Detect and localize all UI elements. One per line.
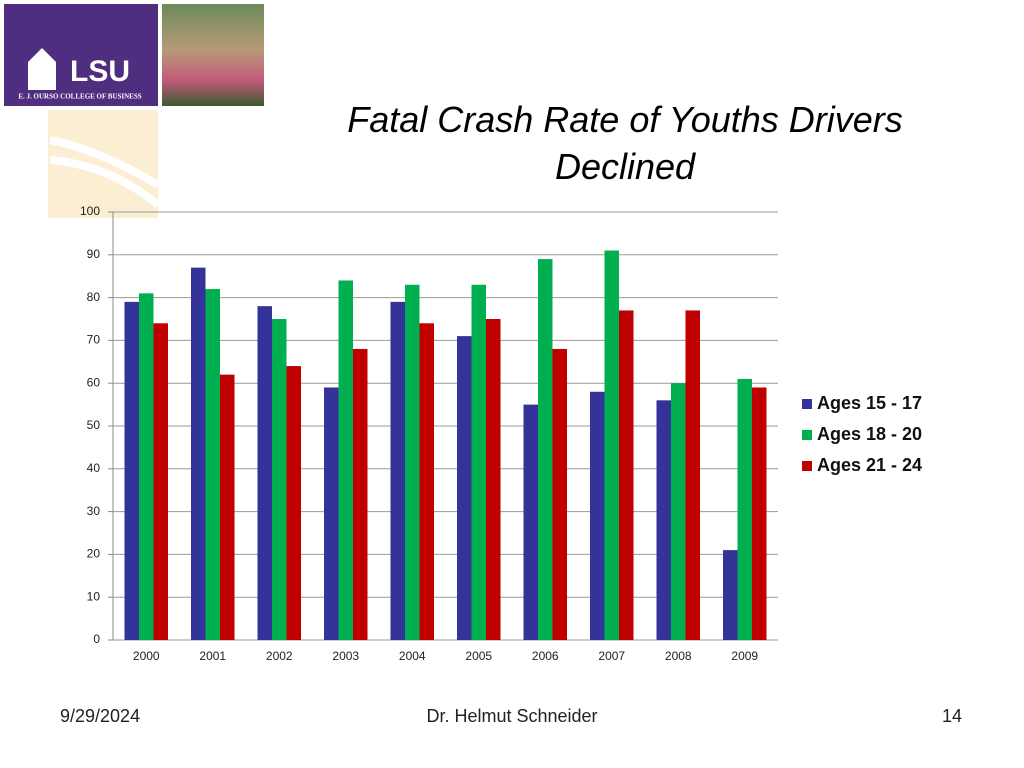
legend-swatch <box>802 461 812 471</box>
legend-label: Ages 15 - 17 <box>817 393 922 413</box>
bar <box>205 289 220 640</box>
x-tick-label: 2004 <box>399 649 426 663</box>
bar <box>353 348 368 640</box>
bar <box>272 319 287 640</box>
y-tick-label: 70 <box>87 333 101 347</box>
x-tick-label: 2005 <box>465 649 492 663</box>
y-tick-label: 40 <box>87 461 101 475</box>
bar <box>538 259 553 640</box>
bar <box>220 374 235 640</box>
y-tick-label: 10 <box>87 589 101 603</box>
logo-subtitle: E. J. OURSO COLLEGE OF BUSINESS <box>18 93 141 101</box>
logo-photo <box>162 4 264 106</box>
bar <box>723 550 738 640</box>
page-number: 14 <box>941 706 962 726</box>
bar <box>124 301 139 640</box>
logo-tower <box>28 48 56 90</box>
bar <box>471 284 486 640</box>
y-tick-label: 0 <box>93 632 100 646</box>
bar <box>590 391 605 640</box>
bar <box>671 383 686 640</box>
x-tick-label: 2009 <box>731 649 758 663</box>
bar <box>457 336 472 640</box>
y-tick-label: 60 <box>87 375 101 389</box>
bar <box>752 387 767 640</box>
bar <box>390 301 405 640</box>
bar <box>405 284 420 640</box>
bar <box>737 378 752 640</box>
decoration-curve <box>49 136 161 209</box>
y-tick-label: 50 <box>87 418 101 432</box>
x-tick-label: 2008 <box>665 649 692 663</box>
y-tick-label: 80 <box>87 290 101 304</box>
bar <box>257 306 272 640</box>
x-tick-label: 2007 <box>598 649 625 663</box>
bar <box>656 400 671 640</box>
bar <box>486 319 501 640</box>
bar <box>419 323 434 640</box>
bar <box>552 348 567 640</box>
footer-author: Dr. Helmut Schneider <box>426 706 598 726</box>
x-tick-label: 2001 <box>199 649 226 663</box>
legend-swatch <box>802 430 812 440</box>
y-tick-label: 30 <box>87 504 101 518</box>
legend-label: Ages 21 - 24 <box>817 455 922 475</box>
footer-date: 9/29/2024 <box>60 706 141 726</box>
bar <box>338 280 353 640</box>
bar <box>685 310 700 640</box>
x-tick-label: 2003 <box>332 649 359 663</box>
x-tick-label: 2002 <box>266 649 293 663</box>
chart-title: Fatal Crash Rate of Youths Drivers Decli… <box>347 99 903 187</box>
logo-name: LSU <box>70 55 130 88</box>
y-tick-label: 100 <box>80 204 100 218</box>
legend-label: Ages 18 - 20 <box>817 424 922 444</box>
bar <box>324 387 339 640</box>
x-tick-label: 2000 <box>133 649 160 663</box>
y-tick-label: 20 <box>87 547 101 561</box>
bar <box>153 323 168 640</box>
bar <box>191 267 206 640</box>
bar <box>286 366 301 640</box>
bar <box>139 293 154 640</box>
bar <box>523 404 538 640</box>
bar <box>619 310 634 640</box>
legend-swatch <box>802 399 812 409</box>
bar <box>604 250 619 640</box>
y-tick-label: 90 <box>87 247 101 261</box>
x-tick-label: 2006 <box>532 649 559 663</box>
